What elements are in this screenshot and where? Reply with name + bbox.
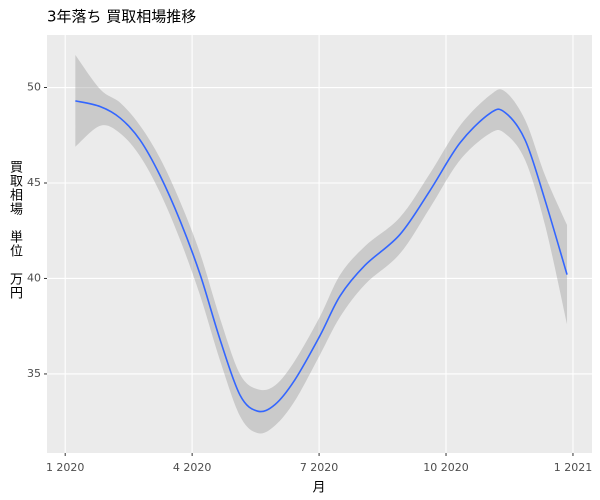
trend-line — [75, 100, 568, 413]
x-tick-label: 4 2020 — [173, 461, 212, 474]
y-axis-label: 買取相場 単位 万円 — [7, 160, 22, 300]
x-tick-label: 7 2020 — [300, 461, 339, 474]
y-tick-label: 45 — [27, 176, 41, 189]
chart-title: 3年落ち 買取相場推移 — [47, 8, 196, 26]
x-tick-label: 1 2020 — [46, 461, 85, 474]
x-tick-label: 1 2021 — [554, 461, 593, 474]
x-tick-label: 10 2020 — [423, 461, 469, 474]
y-tick-label: 50 — [27, 81, 41, 94]
y-tick-label: 35 — [27, 367, 41, 380]
x-axis-label: 月 — [312, 481, 325, 496]
y-tick-label: 40 — [27, 271, 41, 284]
